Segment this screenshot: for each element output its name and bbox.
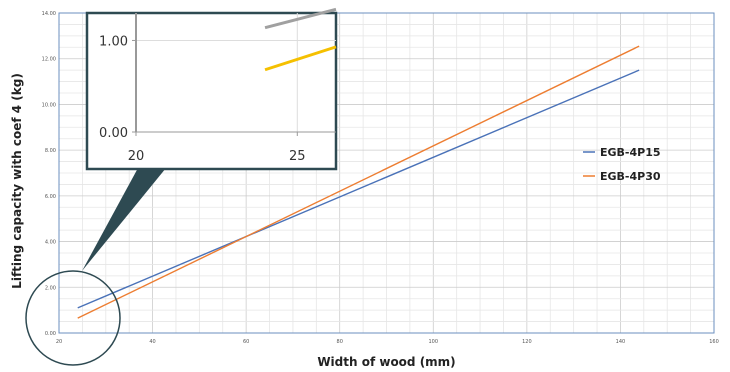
- x-tick-label: 100: [429, 339, 439, 345]
- inset-y-tick-label: 1.00: [99, 34, 128, 49]
- plot-frame: [58, 12, 715, 334]
- x-tick-label: 20: [56, 339, 62, 345]
- zoom-circle: [25, 270, 121, 366]
- series-lines: [77, 45, 640, 319]
- x-tick-label: 160: [709, 339, 719, 345]
- tick-labels: 20 40 60 80 100 120 140 160 0.00 2.00 4.00 6.00 8.00…: [42, 11, 719, 345]
- y-tick-label: 4.00: [45, 240, 56, 246]
- x-tick-label: 60: [243, 339, 249, 345]
- series-line: [77, 69, 640, 309]
- inset-series-line: [264, 7, 337, 30]
- zoom-callout-pointer: [82, 168, 166, 271]
- y-tick-label: 14.00: [42, 11, 56, 17]
- x-tick-label: 80: [337, 339, 343, 345]
- y-tick-label: 8.00: [45, 148, 56, 154]
- inset-series-line: [264, 45, 337, 72]
- inset-x-tick-label: 20: [128, 149, 145, 164]
- legend: EGB-4P15 EGB-4P30: [583, 146, 661, 183]
- y-tick-label: 0.00: [45, 331, 56, 337]
- y-axis-title: Lifting capacity with coef 4 (kg): [10, 73, 24, 289]
- legend-label: EGB-4P15: [600, 146, 661, 159]
- y-tick-label: 10.00: [42, 102, 56, 108]
- y-tick-label: 2.00: [45, 285, 56, 291]
- x-axis-title: Width of wood (mm): [317, 355, 455, 369]
- x-tick-label: 40: [149, 339, 155, 345]
- inset-frame: [85, 11, 338, 171]
- x-tick-label: 140: [616, 339, 626, 345]
- y-tick-label: 6.00: [45, 194, 56, 200]
- inset-y-tick-label: 0.00: [99, 126, 128, 141]
- inset-x-tick-label: 25: [289, 149, 306, 164]
- x-tick-label: 120: [522, 339, 532, 345]
- inset-zoom-chart: 20 25 0.00 1.00: [85, 7, 338, 171]
- series-line: [77, 45, 640, 319]
- y-tick-label: 12.00: [42, 57, 56, 63]
- legend-label: EGB-4P30: [600, 170, 661, 183]
